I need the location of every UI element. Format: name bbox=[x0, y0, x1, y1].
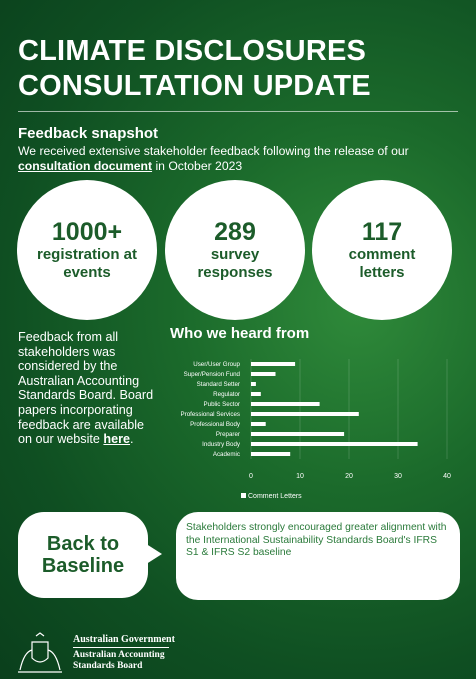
callout-text: Stakeholders strongly encouraged greater… bbox=[176, 512, 460, 600]
bar bbox=[251, 422, 266, 426]
y-tick-label: Preparer bbox=[216, 431, 240, 438]
stat-number: 289 bbox=[214, 218, 256, 246]
divider bbox=[18, 111, 458, 112]
text: Feedback from all stakeholders was consi… bbox=[18, 330, 157, 447]
chart-title: Who we heard from bbox=[170, 325, 309, 342]
snapshot-text: We received extensive stakeholder feedba… bbox=[18, 144, 458, 174]
y-tick-label: Regulator bbox=[213, 391, 240, 398]
bar bbox=[251, 372, 276, 376]
bar bbox=[251, 382, 256, 386]
bar bbox=[251, 362, 296, 366]
x-tick-label: 10 bbox=[296, 473, 304, 480]
title-line: CLIMATE DISCLOSURES bbox=[18, 35, 367, 67]
crest bbox=[18, 632, 62, 673]
stat-label: comment letters bbox=[348, 246, 416, 281]
section-heading: Feedback snapshot bbox=[18, 125, 159, 142]
footer-text: Australian Accounting bbox=[73, 650, 165, 660]
x-tick-label: 40 bbox=[443, 473, 451, 480]
text: in October 2023 bbox=[152, 159, 243, 173]
link[interactable]: consultation document bbox=[18, 159, 153, 173]
x-tick-label: 0 bbox=[249, 473, 253, 480]
stat-number: 1000+ bbox=[51, 218, 123, 246]
stat-label: survey responses bbox=[197, 246, 273, 281]
stat-circle: 1000+ registration at events bbox=[17, 180, 157, 320]
x-tick-label: 20 bbox=[345, 473, 353, 480]
y-tick-label: Public Sector bbox=[204, 401, 240, 408]
y-tick-label: Academic bbox=[213, 451, 240, 458]
bar bbox=[251, 442, 418, 446]
footer-text: Australian Government bbox=[73, 634, 175, 645]
stat-circle: 117 comment letters bbox=[312, 180, 452, 320]
title: CLIMATE DISCLOSURES CONSULTATION UPDATE bbox=[18, 34, 371, 104]
stat-label: registration at events bbox=[36, 246, 138, 281]
callout-button[interactable]: Back to Baseline bbox=[18, 512, 148, 598]
title-line: CONSULTATION UPDATE bbox=[18, 70, 371, 102]
y-tick-label: Professional Body bbox=[190, 421, 241, 428]
link[interactable]: here bbox=[103, 432, 131, 447]
text: We received extensive stakeholder feedba… bbox=[18, 144, 413, 158]
y-tick-label: User/User Group bbox=[193, 361, 240, 368]
y-tick-label: Standard Setter bbox=[197, 381, 240, 388]
footer-rule bbox=[73, 647, 169, 648]
bar bbox=[251, 412, 359, 416]
stat-circle: 289 survey responses bbox=[165, 180, 305, 320]
footer-text: Standards Board bbox=[73, 661, 143, 671]
bar bbox=[251, 432, 345, 436]
legend-label: Comment Letters bbox=[248, 493, 302, 500]
y-tick-label: Super/Pension Fund bbox=[184, 371, 241, 378]
legend-swatch bbox=[241, 493, 246, 498]
paragraph: Feedback from all stakeholders was consi… bbox=[18, 330, 158, 447]
y-tick-label: Industry Body bbox=[202, 441, 241, 448]
stat-number: 117 bbox=[361, 218, 403, 246]
button-text: Back to bbox=[46, 533, 120, 555]
bar bbox=[251, 452, 291, 456]
button-text: Baseline bbox=[41, 555, 125, 577]
bar bbox=[251, 392, 261, 396]
x-tick-label: 30 bbox=[394, 473, 402, 480]
text: . bbox=[130, 432, 134, 447]
y-tick-label: Professional Services bbox=[181, 411, 241, 418]
chart: Who we heard from 0 10 20 30 40 User/User Gro… bbox=[170, 325, 451, 500]
callout-tail bbox=[140, 540, 162, 568]
bar bbox=[251, 402, 320, 406]
